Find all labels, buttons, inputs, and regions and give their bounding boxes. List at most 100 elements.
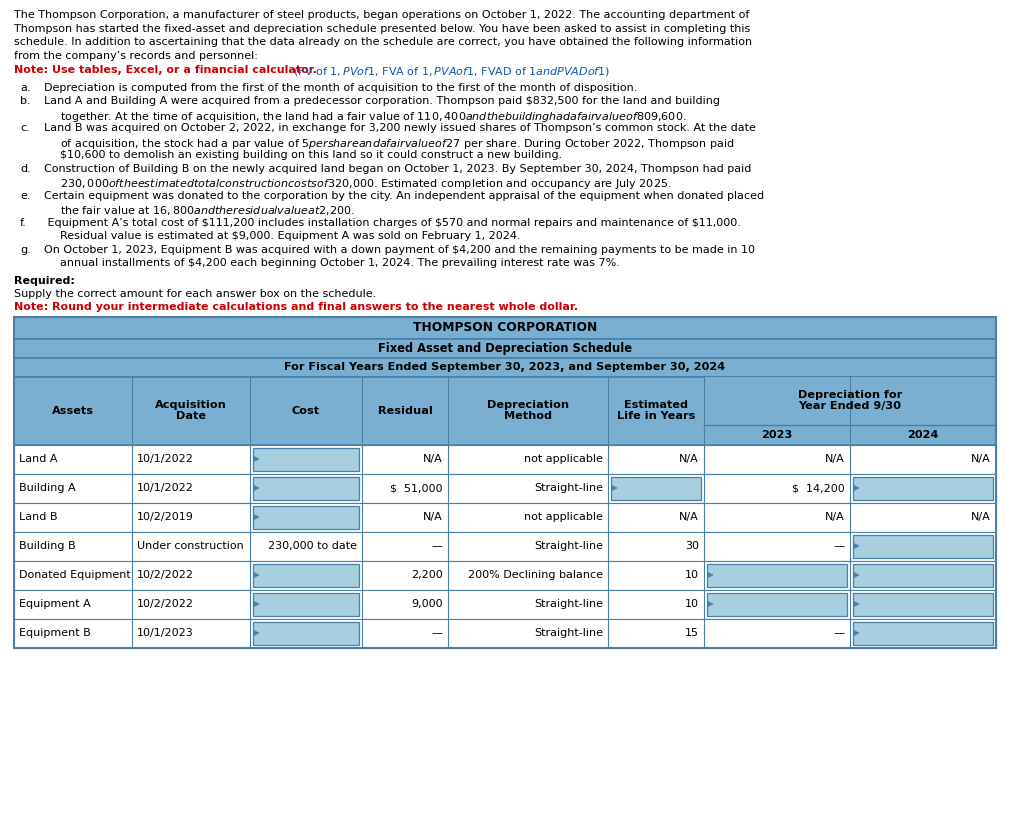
Text: of acquisition, the stock had a par value of $5 per share and a fair value of $2: of acquisition, the stock had a par valu… bbox=[60, 137, 734, 151]
Text: Note: Round your intermediate calculations and final answers to the nearest whol: Note: Round your intermediate calculatio… bbox=[14, 302, 578, 312]
Text: e.: e. bbox=[20, 190, 30, 200]
Text: Fixed Asset and Depreciation Schedule: Fixed Asset and Depreciation Schedule bbox=[378, 341, 632, 354]
Polygon shape bbox=[254, 573, 259, 578]
Text: (FV of $1, PV of $1, FVA of $1, PVA of $1, FVAD of $1 and PVAD of $1): (FV of $1, PV of $1, FVA of $1, PVA of $… bbox=[290, 65, 610, 78]
Text: Cost: Cost bbox=[292, 405, 320, 415]
Text: $230,000 of the estimated total construction costs of $320,000. Estimated comple: $230,000 of the estimated total construc… bbox=[60, 177, 672, 191]
Bar bbox=[853, 535, 993, 558]
Text: together. At the time of acquisition, the land had a fair value of $110,400 and : together. At the time of acquisition, th… bbox=[60, 110, 687, 124]
Text: N/A: N/A bbox=[423, 512, 443, 522]
Bar bbox=[252, 505, 359, 528]
Text: Land A: Land A bbox=[19, 454, 58, 464]
Text: Supply the correct amount for each answer box on the schedule.: Supply the correct amount for each answe… bbox=[14, 289, 377, 299]
Polygon shape bbox=[254, 630, 259, 635]
Text: g.: g. bbox=[20, 245, 30, 255]
Text: 230,000 to date: 230,000 to date bbox=[268, 541, 357, 551]
Text: schedule. In addition to ascertaining that the data already on the schedule are : schedule. In addition to ascertaining th… bbox=[14, 37, 752, 47]
Text: 2024: 2024 bbox=[907, 429, 938, 439]
Bar bbox=[853, 476, 993, 499]
Text: 200% Declining balance: 200% Declining balance bbox=[468, 570, 603, 580]
Polygon shape bbox=[854, 544, 858, 549]
Bar bbox=[14, 339, 996, 358]
Text: 10/2/2019: 10/2/2019 bbox=[137, 512, 194, 522]
Polygon shape bbox=[854, 485, 858, 490]
Bar bbox=[14, 560, 996, 589]
Polygon shape bbox=[708, 602, 713, 606]
Bar bbox=[14, 503, 996, 531]
Text: Equipment A: Equipment A bbox=[19, 599, 91, 609]
Text: f.: f. bbox=[20, 218, 27, 227]
Text: Land A and Building A were acquired from a predecessor corporation. Thompson pai: Land A and Building A were acquired from… bbox=[44, 96, 720, 106]
Bar bbox=[14, 444, 996, 474]
Text: d.: d. bbox=[20, 163, 30, 174]
Text: 10: 10 bbox=[685, 570, 699, 580]
Text: Land B: Land B bbox=[19, 512, 58, 522]
Text: Assets: Assets bbox=[52, 405, 94, 415]
Bar bbox=[14, 619, 996, 648]
Text: 30: 30 bbox=[685, 541, 699, 551]
Text: —: — bbox=[432, 628, 443, 638]
Text: Note: Use tables, Excel, or a financial calculator.: Note: Use tables, Excel, or a financial … bbox=[14, 65, 317, 75]
Text: b.: b. bbox=[20, 96, 30, 106]
Text: 10: 10 bbox=[685, 599, 699, 609]
Bar bbox=[707, 564, 847, 587]
Text: Under construction: Under construction bbox=[137, 541, 243, 551]
Text: 2023: 2023 bbox=[762, 429, 793, 439]
Text: Thompson has started the fixed-asset and depreciation schedule presented below. : Thompson has started the fixed-asset and… bbox=[14, 24, 750, 34]
Polygon shape bbox=[254, 514, 259, 519]
Bar bbox=[704, 377, 996, 424]
Text: Straight-line: Straight-line bbox=[534, 541, 603, 551]
Bar bbox=[853, 564, 993, 587]
Bar bbox=[14, 358, 996, 377]
Text: $  14,200: $ 14,200 bbox=[792, 483, 845, 493]
Text: Residual value is estimated at $9,000. Equipment A was sold on February 1, 2024.: Residual value is estimated at $9,000. E… bbox=[60, 231, 520, 241]
Text: THOMPSON CORPORATION: THOMPSON CORPORATION bbox=[413, 321, 597, 334]
Text: c.: c. bbox=[20, 123, 29, 133]
Text: Estimated
Life in Years: Estimated Life in Years bbox=[617, 400, 695, 421]
Text: not applicable: not applicable bbox=[524, 454, 603, 464]
Polygon shape bbox=[254, 485, 259, 490]
Bar bbox=[14, 316, 996, 648]
Text: Acquisition
Date: Acquisition Date bbox=[156, 400, 227, 421]
Text: Straight-line: Straight-line bbox=[534, 628, 603, 638]
Text: 10/1/2023: 10/1/2023 bbox=[137, 628, 194, 638]
Text: Depreciation for
Year Ended 9/30: Depreciation for Year Ended 9/30 bbox=[798, 390, 902, 411]
Text: 10/2/2022: 10/2/2022 bbox=[137, 570, 194, 580]
Text: Equipment A’s total cost of $111,200 includes installation charges of $570 and n: Equipment A’s total cost of $111,200 inc… bbox=[44, 218, 741, 227]
Bar bbox=[14, 589, 996, 619]
Bar bbox=[707, 592, 847, 616]
Polygon shape bbox=[254, 602, 259, 606]
Text: On October 1, 2023, Equipment B was acquired with a down payment of $4,200 and t: On October 1, 2023, Equipment B was acqu… bbox=[44, 245, 755, 255]
Text: Depreciation is computed from the first of the month of acquisition to the first: Depreciation is computed from the first … bbox=[44, 82, 637, 92]
Text: 9,000: 9,000 bbox=[411, 599, 443, 609]
Text: Straight-line: Straight-line bbox=[534, 599, 603, 609]
Text: not applicable: not applicable bbox=[524, 512, 603, 522]
Bar bbox=[853, 621, 993, 644]
Text: Certain equipment was donated to the corporation by the city. An independent app: Certain equipment was donated to the cor… bbox=[44, 190, 765, 200]
Text: —: — bbox=[834, 541, 845, 551]
Bar bbox=[252, 447, 359, 471]
Text: 10/1/2022: 10/1/2022 bbox=[137, 483, 194, 493]
Text: Construction of Building B on the newly acquired land began on October 1, 2023. : Construction of Building B on the newly … bbox=[44, 163, 751, 174]
Bar bbox=[14, 474, 996, 503]
Bar bbox=[14, 377, 996, 444]
Text: 10/2/2022: 10/2/2022 bbox=[137, 599, 194, 609]
Text: Depreciation
Method: Depreciation Method bbox=[487, 400, 569, 421]
Text: —: — bbox=[834, 628, 845, 638]
Text: Donated Equipment: Donated Equipment bbox=[19, 570, 130, 580]
Text: N/A: N/A bbox=[972, 454, 991, 464]
Text: N/A: N/A bbox=[680, 512, 699, 522]
Bar bbox=[14, 531, 996, 560]
Text: N/A: N/A bbox=[423, 454, 443, 464]
Text: For Fiscal Years Ended September 30, 2023, and September 30, 2024: For Fiscal Years Ended September 30, 202… bbox=[285, 362, 725, 372]
Bar bbox=[252, 592, 359, 616]
Text: a.: a. bbox=[20, 82, 30, 92]
Text: Straight-line: Straight-line bbox=[534, 483, 603, 493]
Text: N/A: N/A bbox=[825, 512, 845, 522]
Polygon shape bbox=[854, 573, 858, 578]
Polygon shape bbox=[612, 485, 617, 490]
Text: Building A: Building A bbox=[19, 483, 76, 493]
Text: $  51,000: $ 51,000 bbox=[391, 483, 443, 493]
Text: —: — bbox=[432, 541, 443, 551]
Polygon shape bbox=[854, 602, 858, 606]
